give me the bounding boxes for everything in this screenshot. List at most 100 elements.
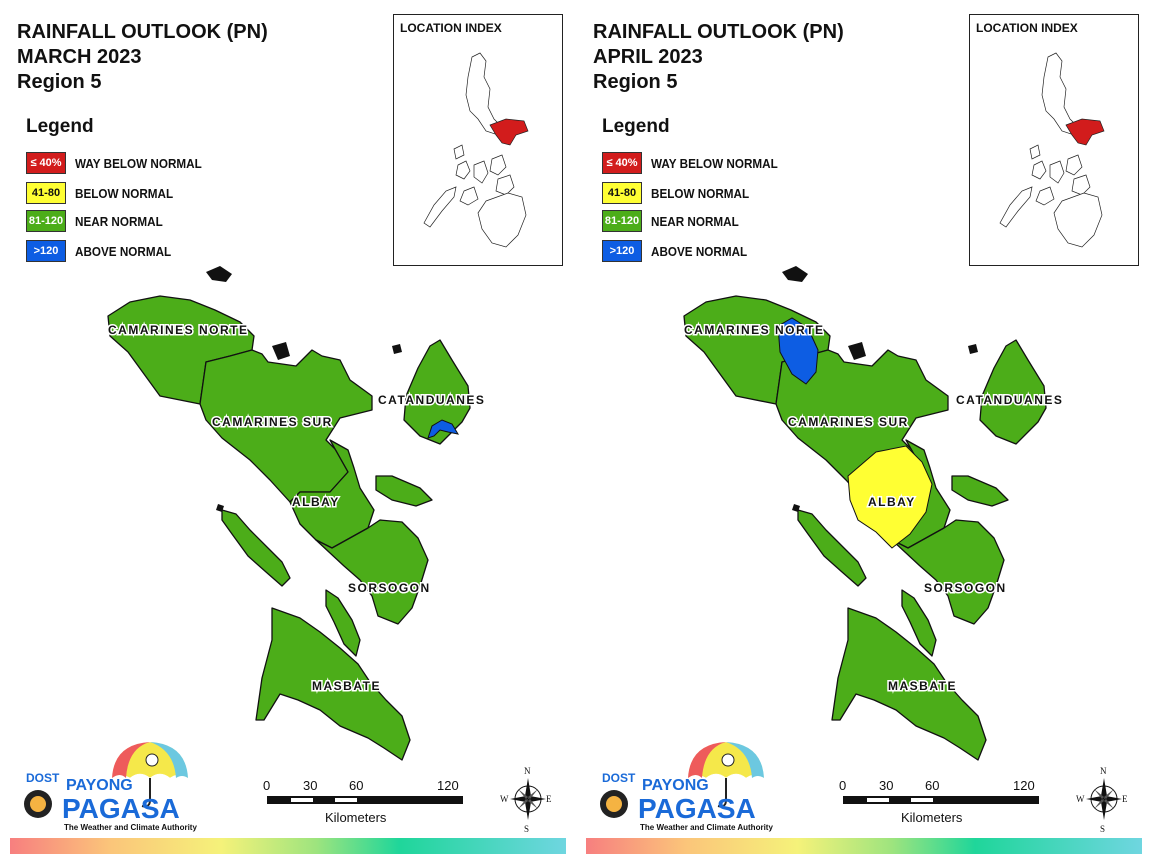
province-label-camarines-norte: CAMARINES NORTE xyxy=(108,323,249,337)
island-ticao xyxy=(901,589,937,657)
logo-pagasa: PAGASA xyxy=(62,793,180,824)
legend-swatch: ≤ 40% xyxy=(26,152,66,174)
map-title-month: APRIL 2023 xyxy=(593,46,703,68)
province-label-camarines-sur: CAMARINES SUR xyxy=(788,415,909,429)
province-label-albay: ALBAY xyxy=(868,495,916,509)
legend-label: WAY BELOW NORMAL xyxy=(75,155,202,171)
legend-swatch: 41-80 xyxy=(602,182,642,204)
province-label-sorsogon: SORSOGON xyxy=(348,581,431,595)
logo-tagline: The Weather and Climate Authority xyxy=(640,823,773,832)
scale-unit: Kilometers xyxy=(901,810,963,825)
above-normal-area-catanduanes xyxy=(427,419,460,439)
legend-item-near: 81-120 NEAR NORMAL xyxy=(602,210,749,232)
region-5-map: CAMARINES NORTE CAMARINES SUR CATANDUANE… xyxy=(107,266,485,761)
pagasa-logo: DOST PAYONG PAGASA The Weather and Clima… xyxy=(24,741,197,832)
province-label-camarines-sur: CAMARINES SUR xyxy=(212,415,333,429)
legend-label: NEAR NORMAL xyxy=(75,213,163,229)
footer-gradient-bar xyxy=(586,838,1142,854)
province-label-masbate: MASBATE xyxy=(312,679,381,693)
province-sorsogon xyxy=(891,519,1005,625)
footer-gradient-bar xyxy=(10,838,566,854)
legend-swatch: >120 xyxy=(602,240,642,262)
scale-tick: 0 xyxy=(839,778,846,793)
legend-item-above: >120 ABOVE NORMAL xyxy=(26,240,182,262)
philippines-index-map xyxy=(423,52,529,248)
logo-dost: DOST xyxy=(26,771,60,785)
pagasa-logo: DOST PAYONG PAGASA The Weather and Clima… xyxy=(600,741,773,832)
location-index-box: LOCATION INDEX xyxy=(393,14,563,266)
compass-s: S xyxy=(1100,824,1105,834)
province-catanduanes xyxy=(979,339,1047,445)
province-label-albay: ALBAY xyxy=(292,495,340,509)
province-label-masbate: MASBATE xyxy=(888,679,957,693)
scale-bar: 0 30 60 120 Kilometers xyxy=(839,778,1039,825)
location-index-title: LOCATION INDEX xyxy=(400,21,502,35)
legend-label: BELOW NORMAL xyxy=(651,185,750,201)
logo-tagline: The Weather and Climate Authority xyxy=(64,823,197,832)
province-camarines-sur xyxy=(199,349,373,503)
location-index-box: LOCATION INDEX xyxy=(969,14,1139,266)
logo-payong: PAYONG xyxy=(642,777,709,794)
legend-item-below: 41-80 BELOW NORMAL xyxy=(26,182,184,204)
legend-label: NEAR NORMAL xyxy=(651,213,739,229)
map-title-month: MARCH 2023 xyxy=(17,46,142,68)
scale-tick: 60 xyxy=(925,778,939,793)
scale-tick: 60 xyxy=(349,778,363,793)
compass-e: E xyxy=(1122,794,1128,804)
outlook-panel-april: RAINFALL OUTLOOK (PN) APRIL 2023 Region … xyxy=(576,0,1152,864)
legend-swatch: 81-120 xyxy=(26,210,66,232)
scale-tick: 0 xyxy=(263,778,270,793)
legend-swatch: 41-80 xyxy=(26,182,66,204)
legend-item-above: >120 ABOVE NORMAL xyxy=(602,240,758,262)
legend-item-way-below: ≤ 40% WAY BELOW NORMAL xyxy=(602,152,792,174)
logo-pagasa: PAGASA xyxy=(638,793,756,824)
legend-label: ABOVE NORMAL xyxy=(651,243,748,259)
island-small xyxy=(375,475,433,507)
legend-swatch: 81-120 xyxy=(602,210,642,232)
map-title: RAINFALL OUTLOOK (PN) APRIL 2023 Region … xyxy=(593,20,844,95)
province-sorsogon xyxy=(315,519,429,625)
compass-n: N xyxy=(524,766,531,776)
map-title: RAINFALL OUTLOOK (PN) MARCH 2023 Region … xyxy=(17,20,268,95)
legend-title: Legend xyxy=(602,116,670,137)
legend-item-near: 81-120 NEAR NORMAL xyxy=(26,210,173,232)
province-label-catanduanes: CATANDUANES xyxy=(956,393,1063,407)
legend-label: WAY BELOW NORMAL xyxy=(651,155,778,171)
outlook-panel-march: RAINFALL OUTLOOK (PN) MARCH 2023 Region … xyxy=(10,14,566,854)
scale-tick: 30 xyxy=(303,778,317,793)
legend-item-below: 41-80 BELOW NORMAL xyxy=(602,182,760,204)
compass-s: S xyxy=(524,824,529,834)
philippines-index-map xyxy=(999,52,1105,248)
legend-label: BELOW NORMAL xyxy=(75,185,174,201)
map-title-line1: RAINFALL OUTLOOK (PN) xyxy=(593,21,844,43)
legend-swatch: ≤ 40% xyxy=(602,152,642,174)
map-title-region: Region 5 xyxy=(17,71,102,93)
province-catanduanes xyxy=(403,339,471,445)
logo-payong: PAYONG xyxy=(66,777,133,794)
north-arrow-icon: N S E W xyxy=(1076,766,1128,834)
below-normal-area-albay xyxy=(847,445,933,549)
island-ticao xyxy=(325,589,361,657)
map-title-line1: RAINFALL OUTLOOK (PN) xyxy=(17,21,268,43)
north-arrow-icon: N S E W xyxy=(500,766,552,834)
scale-bar: 0 30 60 120 Kilometers xyxy=(263,778,463,825)
scale-unit: Kilometers xyxy=(325,810,387,825)
region-5-map: CAMARINES NORTE CAMARINES SUR CATANDUANE… xyxy=(683,266,1063,761)
province-label-sorsogon: SORSOGON xyxy=(924,581,1007,595)
province-masbate xyxy=(831,607,987,761)
island-small xyxy=(951,475,1009,507)
island-burias xyxy=(221,509,291,587)
province-label-catanduanes: CATANDUANES xyxy=(378,393,485,407)
location-index-title: LOCATION INDEX xyxy=(976,21,1078,35)
legend-item-way-below: ≤ 40% WAY BELOW NORMAL xyxy=(26,152,216,174)
map-title-region: Region 5 xyxy=(593,71,678,93)
legend-title: Legend xyxy=(26,116,94,137)
compass-w: W xyxy=(1076,794,1085,804)
scale-tick: 120 xyxy=(1013,778,1035,793)
compass-n: N xyxy=(1100,766,1107,776)
compass-w: W xyxy=(500,794,509,804)
province-label-camarines-norte: CAMARINES NORTE xyxy=(684,323,825,337)
legend-label: ABOVE NORMAL xyxy=(75,243,172,259)
legend-swatch: >120 xyxy=(26,240,66,262)
compass-e: E xyxy=(546,794,552,804)
